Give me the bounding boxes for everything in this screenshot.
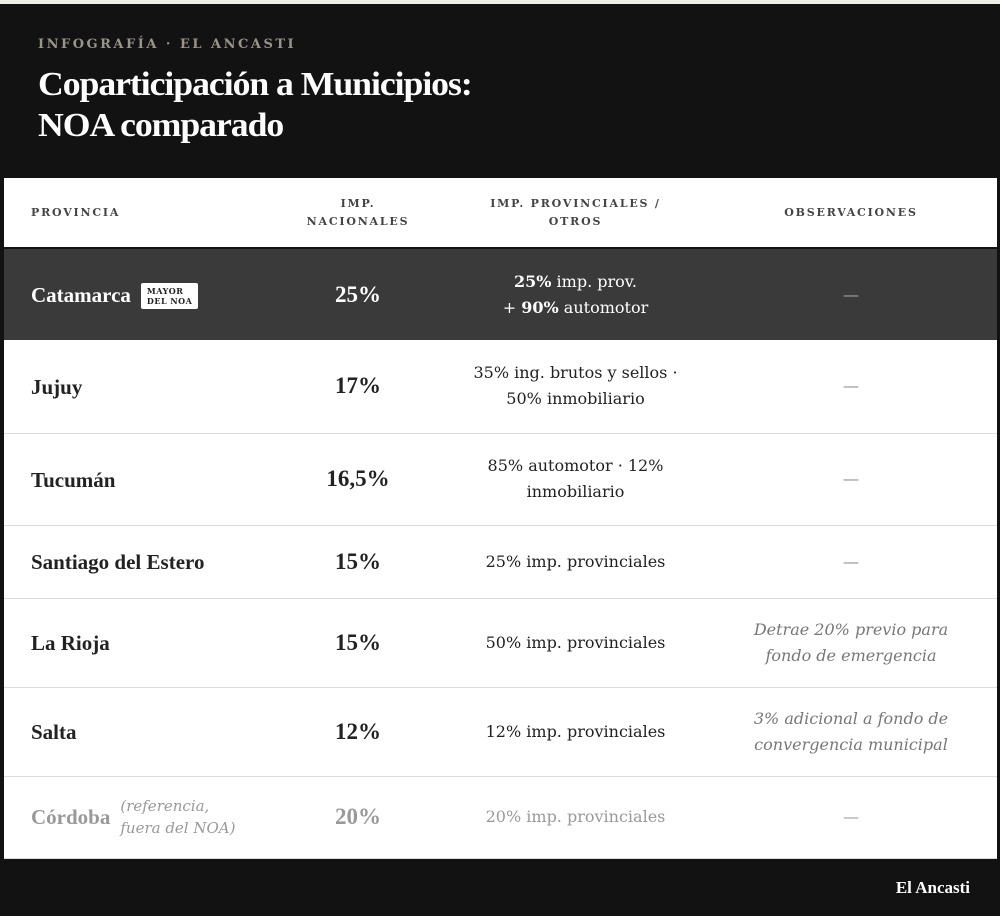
province-cell: La Rioja: [4, 598, 270, 688]
header: INFOGRAFÍA · EL ANCASTI Coparticipación …: [4, 4, 1000, 178]
title-line-1: Coparticipación a Municipios:: [38, 66, 473, 103]
province-cell: Catamarca MAYOR DEL NOA: [4, 248, 270, 340]
observaciones-cell: —: [705, 340, 997, 434]
column-header: PROVINCIA: [4, 178, 270, 249]
province-name: Córdoba: [31, 805, 111, 829]
province-cell: Jujuy: [4, 340, 270, 434]
provinciales-cell: 35% ing. brutos y sellos · 50% inmobilia…: [446, 340, 705, 434]
province-cell: Córdoba (referencia, fuera del NOA): [4, 776, 270, 859]
provinciales-cell: 25% imp. provinciales: [446, 525, 705, 599]
province-cell: Santiago del Estero: [4, 525, 270, 599]
table-row: La Rioja 15% 50% imp. provinciales Detrae 2…: [4, 598, 997, 688]
nacionales-cell: 20%: [270, 776, 446, 859]
province-name: Santiago del Estero: [31, 550, 205, 575]
column-header: OBSERVACIONES: [705, 178, 997, 249]
observaciones-cell: —: [705, 248, 997, 340]
nacionales-cell: 12%: [270, 687, 446, 777]
observaciones-cell: Detrae 20% previo para fondo de emergenc…: [705, 598, 997, 688]
nacionales-cell: 15%: [270, 525, 446, 599]
nacionales-cell: 17%: [270, 340, 446, 434]
column-header: IMP. NACIONALES: [270, 178, 446, 249]
comparison-table: PROVINCIA IMP. NACIONALES IMP. PROVINCIAL…: [4, 178, 997, 859]
observaciones-cell: 3% adicional a fondo de convergencia mun…: [705, 687, 997, 777]
table-row: Tucumán 16,5% 85% automotor · 12% inmobili…: [4, 433, 997, 526]
table-row: Salta 12% 12% imp. provinciales 3% adiciona…: [4, 687, 997, 777]
nacionales-cell: 16,5%: [270, 433, 446, 526]
reference-note: (referencia, fuera del NOA): [120, 797, 236, 837]
nacionales-cell: 25%: [270, 248, 446, 340]
page-title: Coparticipación a Municipios: NOA compara…: [38, 64, 1000, 146]
kicker: INFOGRAFÍA · EL ANCASTI: [38, 37, 297, 52]
table-row: Santiago del Estero 15% 25% imp. provincia…: [4, 525, 997, 599]
provinciales-cell: 85% automotor · 12% inmobiliario: [446, 433, 705, 526]
province-name: La Rioja: [31, 631, 110, 656]
observaciones-cell: —: [705, 776, 997, 859]
status-badge: MAYOR DEL NOA: [140, 282, 199, 309]
table-row: Catamarca MAYOR DEL NOA 25% 25% imp. prov. + …: [4, 248, 997, 340]
province-name: Salta: [31, 720, 77, 745]
table-row: Jujuy 17% 35% ing. brutos y sellos · 50% i…: [4, 340, 997, 434]
title-line-2: NOA comparado: [38, 107, 284, 144]
provinciales-cell: 50% imp. provinciales: [446, 598, 705, 688]
province-cell: Tucumán: [4, 433, 270, 526]
province-cell: Salta: [4, 687, 270, 777]
provinciales-cell: 25% imp. prov. + 90% automotor: [446, 248, 705, 340]
province-name: Jujuy: [31, 375, 83, 400]
provinciales-cell: 20% imp. provinciales: [446, 776, 705, 859]
footer-brand: El Ancasti: [895, 878, 970, 897]
provinciales-cell: 12% imp. provinciales: [446, 687, 705, 777]
table-row: Córdoba (referencia, fuera del NOA) 20% 20% …: [4, 776, 997, 859]
nacionales-cell: 15%: [270, 598, 446, 688]
column-header: IMP. PROVINCIALES / OTROS: [446, 178, 705, 249]
table-header: PROVINCIA IMP. NACIONALES IMP. PROVINCIAL…: [4, 178, 997, 249]
infographic-frame: INFOGRAFÍA · EL ANCASTI Coparticipación …: [0, 4, 1000, 916]
observaciones-cell: —: [705, 433, 997, 526]
province-name: Tucumán: [31, 468, 116, 493]
observaciones-cell: —: [705, 525, 997, 599]
province-name: Catamarca: [31, 283, 131, 308]
